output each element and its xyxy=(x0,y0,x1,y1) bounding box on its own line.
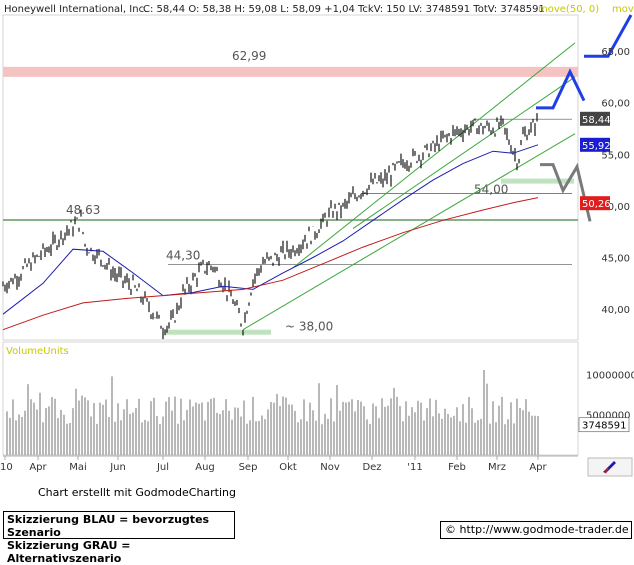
level-label: ~ 38,00 xyxy=(285,320,333,334)
pencil-tip-icon xyxy=(604,467,609,474)
x-tick-label: Jun xyxy=(109,462,126,473)
value-badge xyxy=(580,137,610,152)
y-tick-label: 50,00 xyxy=(601,202,630,213)
x-tick-label: Apr xyxy=(529,462,547,473)
legend-gray: Skizzierung GRAU = Alternativszenario xyxy=(7,539,131,565)
source-link[interactable]: © http://www.godmode-trader.de xyxy=(440,521,632,539)
indicator-label: move(50, 0) xyxy=(538,4,599,15)
y-tick-label: 60,00 xyxy=(601,99,630,110)
x-tick-label: Mrz xyxy=(488,462,506,473)
x-tick-label: Mai xyxy=(69,462,87,473)
blue-scenario-arrow xyxy=(536,68,586,110)
source-url[interactable]: http://www.godmode-trader.de xyxy=(459,523,629,536)
x-tick-label: Dez xyxy=(362,462,381,473)
x-tick-label: Jul xyxy=(156,462,169,473)
axes: 65,00 60,00 55,00 50,00 45,00 40,00 58,44 55,92… xyxy=(0,47,634,477)
volume-frame xyxy=(2,341,579,456)
y-tick-label: 55,00 xyxy=(601,150,630,161)
volume-tick-label: 10000000 xyxy=(586,370,634,381)
gray-scenario-arrow xyxy=(540,162,592,222)
legend-blue: Skizzierung BLAU = bevorzugtes Szenario xyxy=(7,513,210,539)
value-badge-label: 58,44 xyxy=(582,115,611,126)
price-chart: Honeywell International, Inc. C: 58,44 O… xyxy=(0,4,634,477)
support-zone xyxy=(165,329,271,335)
x-tick-label: '10 xyxy=(0,462,13,473)
resistance-zone xyxy=(3,66,578,77)
quote-line: C: 58,44 O: 58,38 H: 59,08 L: 58,09 +1,0… xyxy=(143,4,545,15)
x-tick-label: Sep xyxy=(239,462,258,473)
chart-credit: Chart erstellt mit GodmodeCharting xyxy=(38,486,236,499)
level-label: 62,99 xyxy=(232,49,266,63)
moving-average-red xyxy=(2,197,539,331)
blue-scenario-arrow xyxy=(584,14,633,58)
x-tick-label: Aug xyxy=(195,462,215,473)
indicator-label-2: mov xyxy=(612,4,634,15)
instrument-name: Honeywell International, Inc. xyxy=(4,4,147,15)
value-badge-label: 50,26 xyxy=(582,199,611,210)
y-tick-label: 65,00 xyxy=(601,47,630,58)
trend-channel-line xyxy=(242,133,576,331)
x-tick-label: Okt xyxy=(279,462,297,473)
volume-panel: VolumeUnits xyxy=(2,341,579,456)
x-tick-label: Apr xyxy=(29,462,47,473)
level-label: 54,00 xyxy=(474,183,508,197)
scenario-legend: Skizzierung BLAU = bevorzugtes Szenario … xyxy=(3,511,235,565)
price-panel: 62,99 48.63 44,30 ~ 38,00 54,00 xyxy=(2,14,633,341)
value-badge xyxy=(580,196,610,211)
y-tick-label: 40,00 xyxy=(601,305,630,316)
volume-bars xyxy=(6,370,539,455)
price-frame xyxy=(2,14,579,341)
trend-channel-line xyxy=(352,76,576,229)
value-badge-label: 55,92 xyxy=(582,141,611,152)
y-tick-label: 45,00 xyxy=(601,253,630,264)
volume-tick-label: 5000000 xyxy=(586,411,631,422)
volume-value-label: 3748591 xyxy=(582,421,627,432)
value-badge xyxy=(580,111,610,126)
volume-label: VolumeUnits xyxy=(6,346,69,357)
chart-header: Honeywell International, Inc. C: 58,44 O… xyxy=(4,4,634,15)
support-zone xyxy=(501,178,574,184)
trend-channel-line xyxy=(292,42,576,269)
x-tick-label: '11 xyxy=(407,462,422,473)
level-label: 48.63 xyxy=(66,203,100,217)
level-label: 44,30 xyxy=(166,249,200,263)
moving-average-blue xyxy=(2,144,539,315)
x-tick-label: Nov xyxy=(320,462,340,473)
price-bars xyxy=(2,113,538,340)
x-tick-label: Feb xyxy=(448,462,466,473)
volume-value-badge xyxy=(578,417,630,433)
